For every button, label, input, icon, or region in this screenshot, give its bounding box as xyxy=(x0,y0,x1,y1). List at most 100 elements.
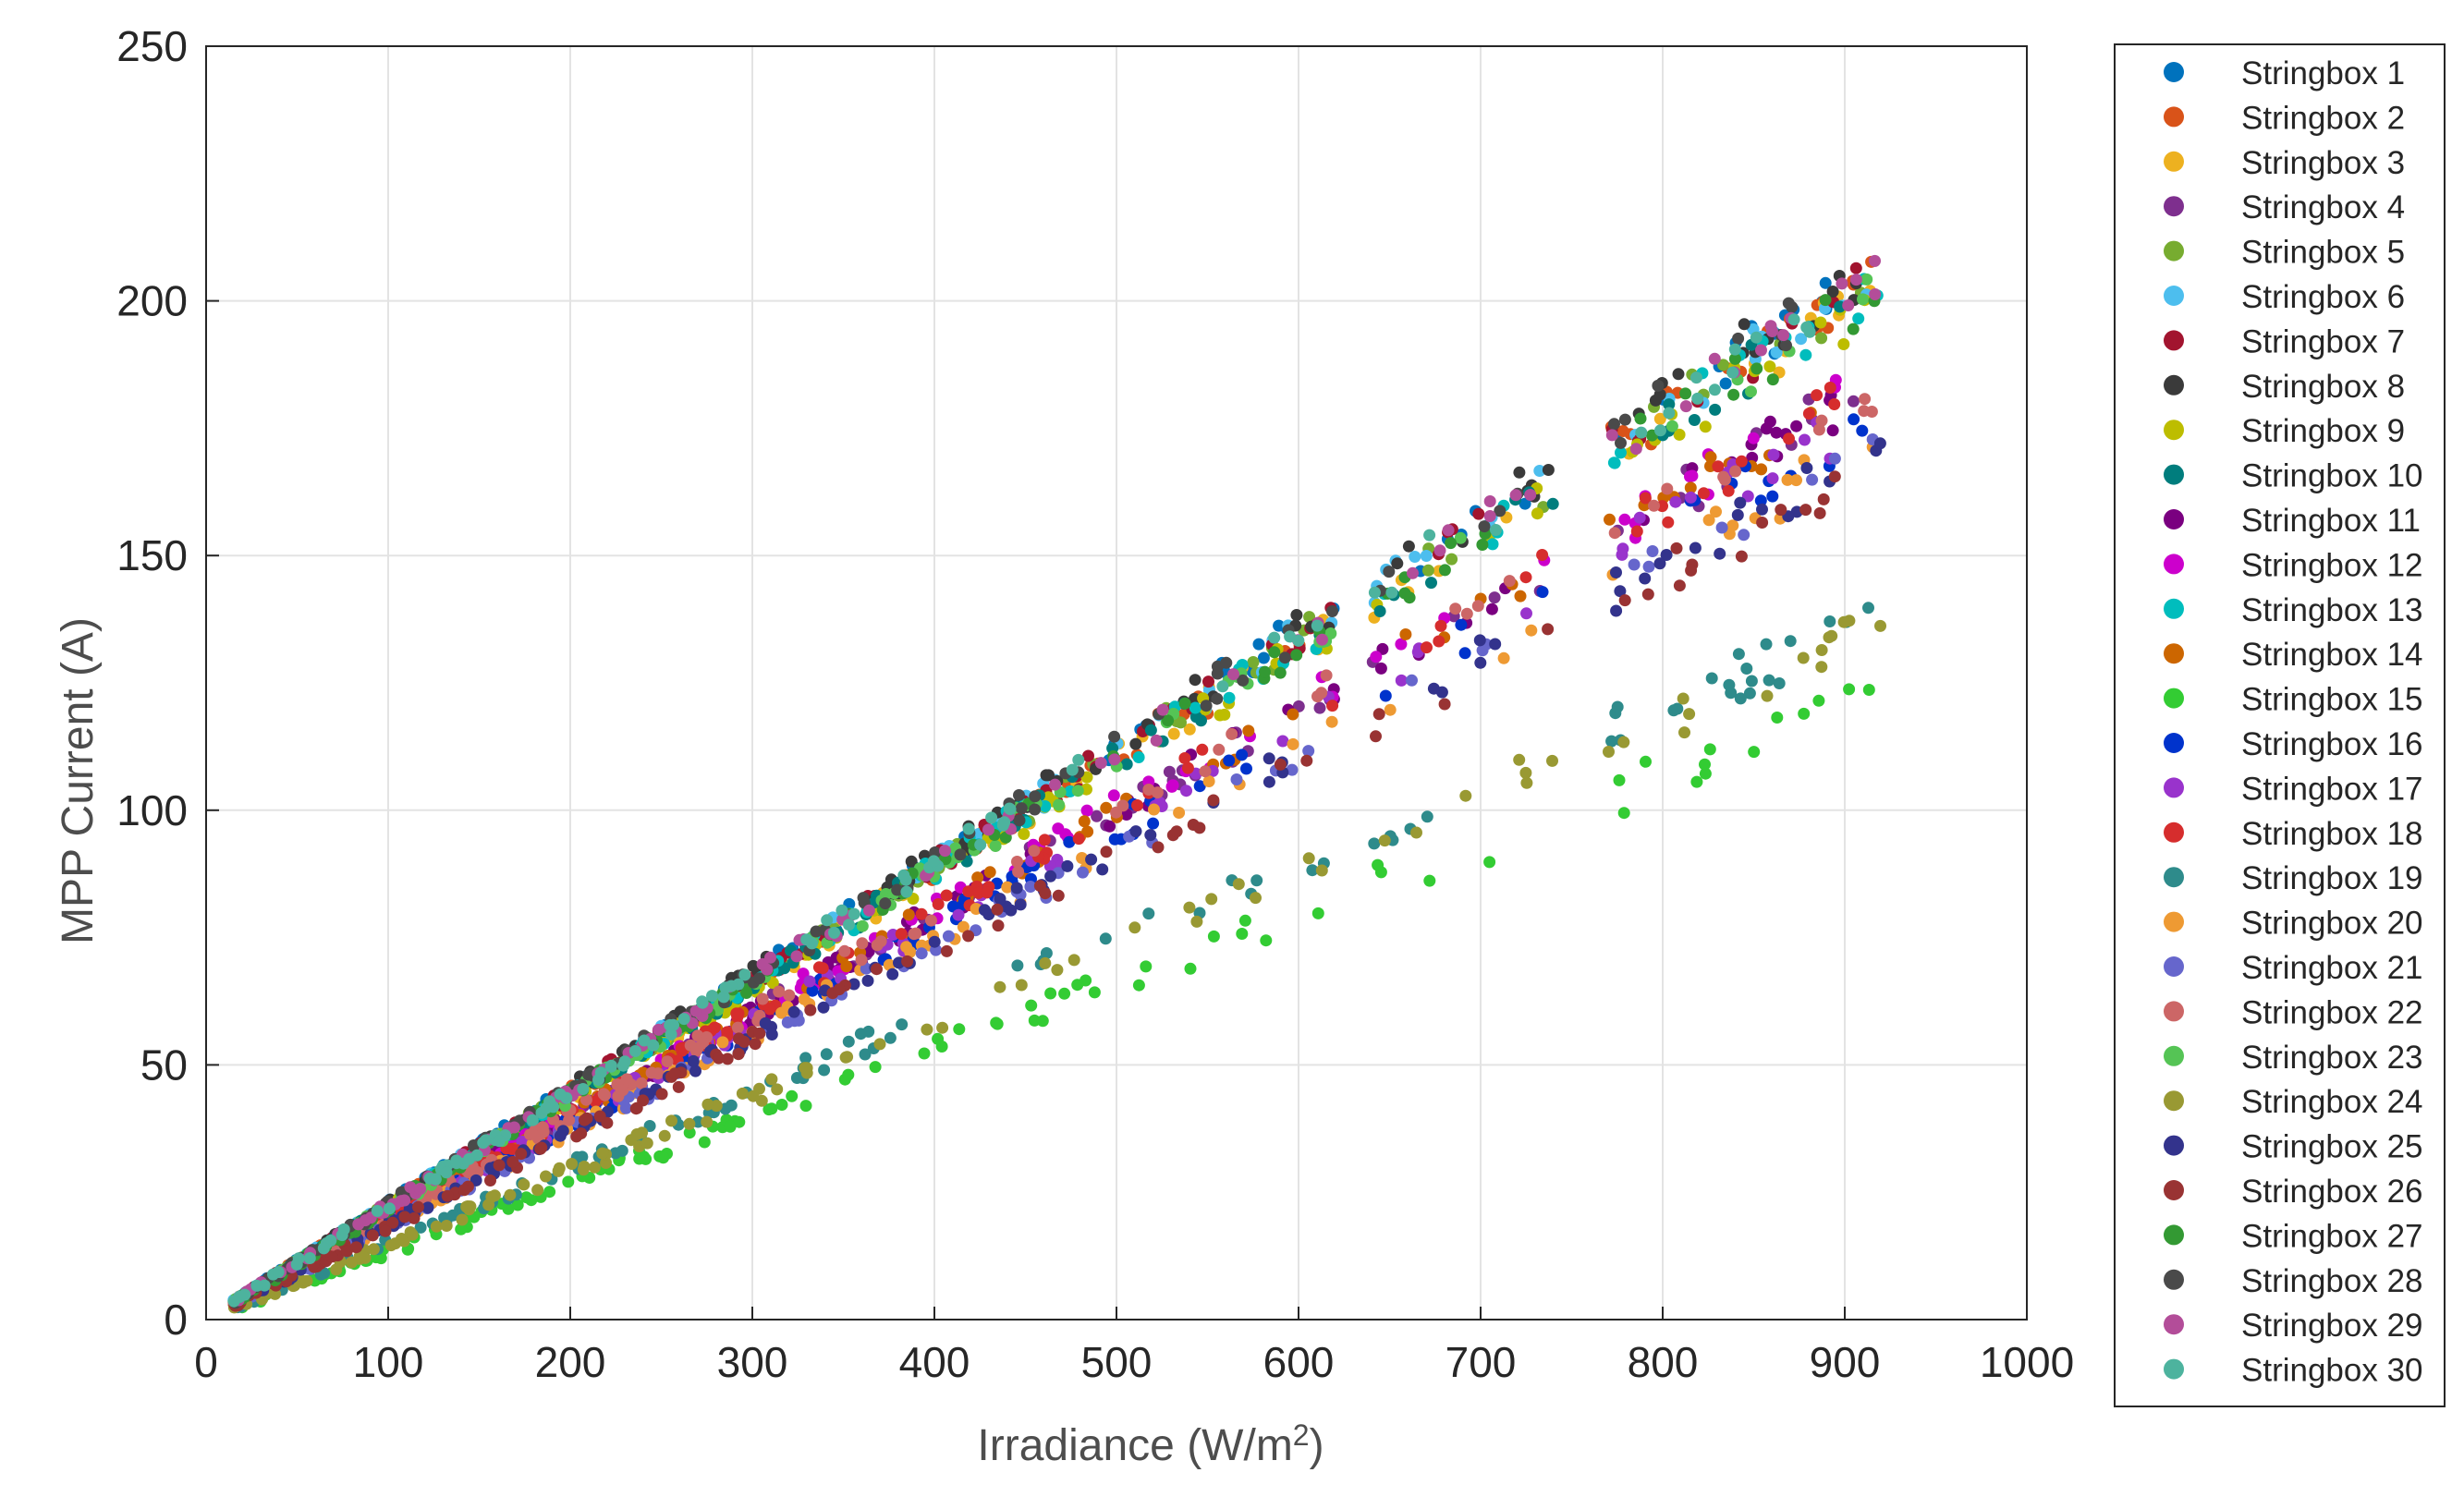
data-point xyxy=(1489,638,1502,651)
data-point xyxy=(1108,753,1121,766)
legend-entry: Stringbox 2 xyxy=(2241,100,2405,136)
data-point xyxy=(683,1117,696,1130)
data-point xyxy=(1472,507,1485,520)
data-point xyxy=(366,1229,379,1242)
legend-marker xyxy=(2164,867,2184,888)
legend-marker xyxy=(2164,1269,2184,1290)
data-point xyxy=(1011,856,1023,868)
data-point xyxy=(414,1221,427,1234)
data-point xyxy=(1842,299,1855,311)
data-point xyxy=(1617,807,1630,820)
y-tick-label: 50 xyxy=(140,1041,188,1089)
data-point xyxy=(1688,414,1701,426)
data-point xyxy=(873,1038,886,1051)
x-tick-label: 1000 xyxy=(1980,1338,2074,1386)
data-point xyxy=(1661,482,1674,495)
data-point xyxy=(1699,420,1712,433)
legend-entry: Stringbox 21 xyxy=(2241,950,2423,986)
data-point xyxy=(841,1051,854,1064)
legend-marker xyxy=(2164,196,2184,217)
data-point xyxy=(1485,602,1498,615)
legend-marker xyxy=(2164,1358,2184,1380)
legend-entry: Stringbox 18 xyxy=(2241,816,2423,852)
data-point xyxy=(1259,665,1271,678)
data-point xyxy=(1672,368,1685,381)
data-point xyxy=(1709,403,1722,416)
data-point xyxy=(895,928,908,941)
data-point xyxy=(1005,904,1018,917)
data-point xyxy=(740,987,753,999)
data-point xyxy=(1669,495,1682,508)
data-point xyxy=(1812,694,1825,707)
data-point xyxy=(753,1027,766,1040)
data-point xyxy=(717,991,730,1004)
data-point xyxy=(1815,414,1828,427)
data-point xyxy=(689,1004,702,1017)
data-point xyxy=(1704,451,1717,464)
data-point xyxy=(1503,575,1516,588)
data-point xyxy=(908,928,921,941)
legend-marker xyxy=(2164,1090,2184,1112)
data-point xyxy=(1780,339,1792,352)
data-point xyxy=(643,1120,656,1132)
data-point xyxy=(1274,758,1287,771)
data-point xyxy=(1795,333,1808,346)
data-point xyxy=(1849,274,1862,286)
data-point xyxy=(511,1199,524,1211)
data-point xyxy=(971,871,984,884)
data-point xyxy=(1262,775,1275,788)
data-point xyxy=(440,1220,453,1232)
data-point xyxy=(630,1128,643,1140)
data-point xyxy=(1190,915,1203,928)
data-point xyxy=(719,981,732,994)
data-point xyxy=(1483,856,1496,869)
data-point xyxy=(658,1129,671,1142)
data-point xyxy=(1088,986,1101,999)
data-point xyxy=(1107,789,1120,802)
data-point xyxy=(600,1157,613,1169)
data-point xyxy=(1252,638,1265,651)
data-point xyxy=(616,1144,628,1157)
data-point xyxy=(886,968,899,980)
data-point xyxy=(540,1170,552,1183)
data-point xyxy=(1766,472,1779,485)
data-point xyxy=(1787,313,1800,326)
data-point xyxy=(818,1064,831,1077)
data-point xyxy=(1167,727,1180,740)
data-point xyxy=(1018,828,1031,840)
data-point xyxy=(1603,746,1615,758)
data-point xyxy=(1410,826,1422,839)
data-point xyxy=(1368,837,1381,850)
data-point xyxy=(1764,320,1777,333)
data-point xyxy=(566,1158,579,1170)
data-point xyxy=(902,908,915,921)
legend-entry: Stringbox 4 xyxy=(2241,189,2405,225)
data-point xyxy=(953,1023,966,1036)
legend-marker xyxy=(2164,598,2184,619)
data-point xyxy=(1524,489,1537,501)
data-point xyxy=(1242,724,1255,737)
x-tick-label: 200 xyxy=(535,1338,606,1386)
data-point xyxy=(1202,675,1214,688)
data-point xyxy=(900,885,913,898)
data-point xyxy=(1806,473,1819,486)
data-point xyxy=(1735,455,1748,468)
legend-entry: Stringbox 8 xyxy=(2241,369,2405,405)
data-point xyxy=(1442,524,1455,537)
data-point xyxy=(1660,549,1673,561)
data-point xyxy=(1628,558,1641,571)
data-point xyxy=(1038,834,1051,846)
data-point xyxy=(1684,491,1697,504)
data-point xyxy=(1618,594,1631,607)
data-point xyxy=(1183,901,1196,914)
data-point xyxy=(747,1089,760,1102)
y-axis-label: MPP Current (A) xyxy=(54,617,103,944)
data-point xyxy=(1213,743,1226,756)
data-point xyxy=(854,1028,867,1041)
data-point xyxy=(1223,754,1236,767)
data-point xyxy=(515,1148,528,1161)
legend-marker xyxy=(2164,733,2184,753)
data-point xyxy=(1132,979,1145,992)
data-point xyxy=(687,1054,700,1067)
legend-marker xyxy=(2164,1135,2184,1156)
